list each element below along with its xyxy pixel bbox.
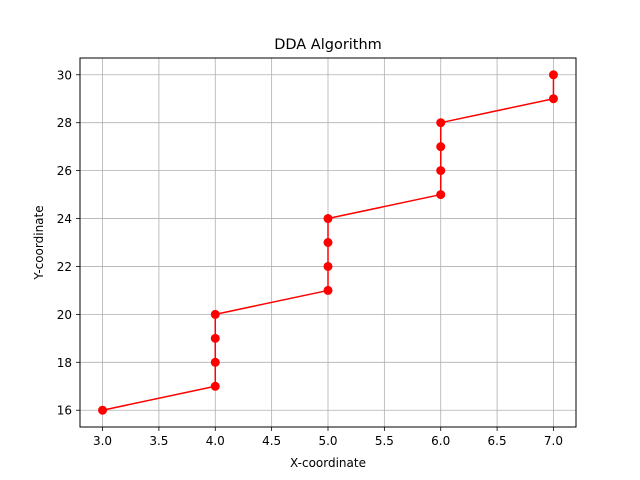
data-point bbox=[548, 70, 558, 80]
data-point bbox=[548, 94, 558, 104]
plot-frame bbox=[79, 57, 577, 428]
data-point bbox=[436, 118, 446, 128]
data-point bbox=[323, 261, 333, 271]
data-point bbox=[436, 166, 446, 176]
y-tick-label: 26 bbox=[57, 164, 72, 178]
y-axis-label: Y-coordinate bbox=[32, 205, 46, 280]
data-point bbox=[323, 285, 333, 295]
y-tick-label: 18 bbox=[57, 356, 72, 370]
x-tick-label: 6.0 bbox=[431, 434, 450, 448]
data-point bbox=[210, 357, 220, 367]
data-point bbox=[323, 214, 333, 224]
x-tick-label: 5.5 bbox=[375, 434, 394, 448]
data-point bbox=[210, 381, 220, 391]
x-axis-label: X-coordinate bbox=[290, 456, 366, 470]
y-tick-label: 24 bbox=[57, 212, 72, 226]
y-tick-label: 28 bbox=[57, 116, 72, 130]
x-tick-label: 4.0 bbox=[206, 434, 225, 448]
data-point bbox=[98, 405, 108, 415]
data-point bbox=[436, 142, 446, 152]
y-ticks: 16 18 20 22 24 26 28 30 bbox=[57, 68, 80, 418]
y-tick-label: 30 bbox=[57, 68, 72, 82]
x-tick-label: 3.0 bbox=[93, 434, 112, 448]
x-tick-label: 7.0 bbox=[544, 434, 563, 448]
series bbox=[98, 70, 558, 415]
y-tick-label: 16 bbox=[57, 404, 72, 418]
y-tick-label: 22 bbox=[57, 260, 72, 274]
data-point bbox=[323, 238, 333, 247]
x-tick-label: 4.5 bbox=[262, 434, 281, 448]
data-point bbox=[210, 333, 220, 343]
x-tick-label: 3.5 bbox=[149, 434, 168, 448]
x-ticks: 3.0 3.5 4.0 4.5 5.0 5.5 6.0 6.5 7.0 bbox=[93, 427, 563, 448]
chart-title: DDA Algorithm bbox=[274, 37, 382, 53]
data-point bbox=[210, 309, 220, 319]
x-tick-label: 5.0 bbox=[318, 434, 337, 448]
y-tick-label: 20 bbox=[57, 308, 72, 322]
data-point bbox=[436, 190, 446, 200]
x-tick-label: 6.5 bbox=[488, 434, 507, 448]
